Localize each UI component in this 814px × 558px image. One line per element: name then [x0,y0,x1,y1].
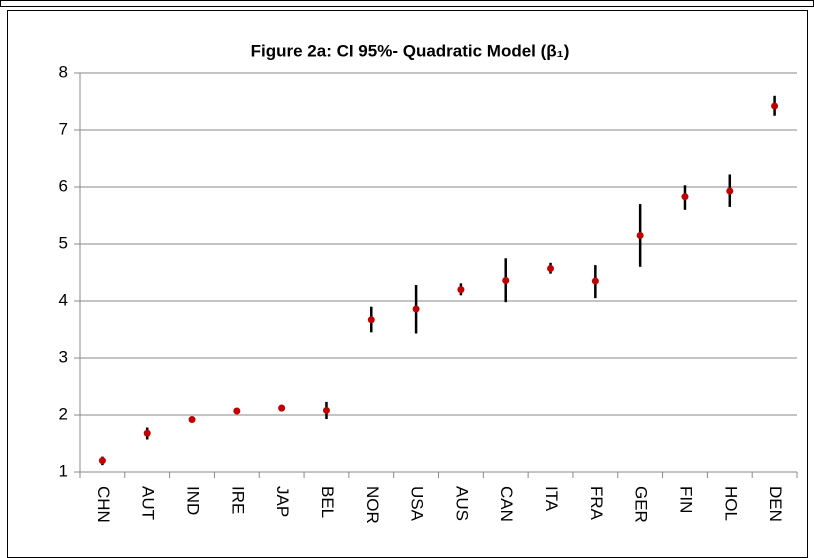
point [726,187,734,195]
x-tick-label: IND [184,486,203,515]
point [278,404,286,412]
window-edge [0,0,814,7]
x-tick-label: CAN [497,486,516,522]
point [771,102,779,110]
y-tick-label: 8 [59,62,68,81]
x-tick-label: HOL [721,486,740,521]
chart-title: Figure 2a: CI 95%- Quadratic Model (β₁) [251,41,570,60]
point [188,416,196,424]
point [233,407,241,415]
y-tick-label: 1 [59,461,68,480]
x-tick-label: FRA [587,486,606,521]
x-tick-label: GER [632,486,651,523]
x-tick-label: JAP [273,486,292,517]
point [322,406,330,414]
x-tick-label: AUT [139,486,158,520]
x-tick-label: NOR [363,486,382,524]
x-tick-label: CHN [94,486,113,523]
point [143,429,151,437]
y-tick-label: 5 [59,233,68,252]
x-tick-label: USA [408,486,427,522]
x-tick-label: DEN [766,486,785,522]
point [502,276,510,284]
point [367,316,375,324]
point [681,193,689,201]
y-tick-label: 7 [59,119,68,138]
x-tick-label: FIN [676,486,695,513]
x-tick-label: ITA [542,486,561,512]
y-tick-label: 3 [59,347,68,366]
y-tick-label: 4 [59,290,68,309]
point [547,265,555,273]
y-tick-label: 2 [59,404,68,423]
y-tick-label: 6 [59,176,68,195]
chart-border [7,10,808,558]
point [457,286,465,294]
x-tick-label: AUS [452,486,471,521]
x-tick-label: IRE [228,486,247,514]
x-tick-label: BEL [318,486,337,518]
point [636,231,644,239]
point [98,457,106,465]
point [412,305,420,313]
point [591,277,599,285]
